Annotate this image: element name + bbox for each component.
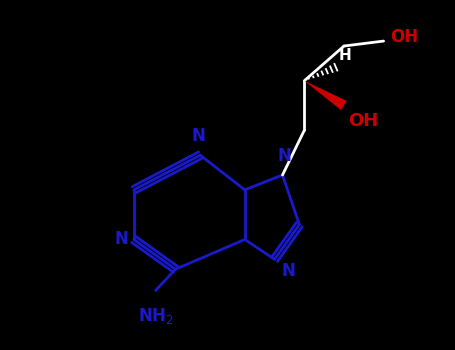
Text: OH: OH (349, 112, 379, 130)
Text: H: H (338, 48, 351, 63)
Text: N: N (281, 261, 295, 280)
Text: N: N (191, 127, 205, 145)
Text: N: N (114, 231, 128, 248)
Text: OH: OH (390, 28, 419, 46)
Text: NH$_2$: NH$_2$ (138, 306, 173, 326)
Text: N: N (278, 147, 292, 165)
Polygon shape (304, 81, 347, 110)
